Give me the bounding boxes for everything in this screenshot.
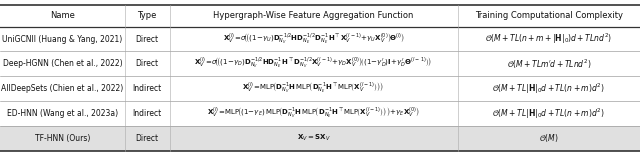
Text: $\mathbf{X}_{V}^{(l)}\!=\!\mathrm{MLP}\!\left(\mathbf{D}_{N_V}^{-1}\mathbf{H}\,\: $\mathbf{X}_{V}^{(l)}\!=\!\mathrm{MLP}\!… <box>243 81 385 96</box>
Text: Type: Type <box>138 11 157 20</box>
Text: Direct: Direct <box>136 35 159 44</box>
Bar <box>0 126 640 151</box>
Text: Name: Name <box>50 11 75 20</box>
Text: TF-HNN (Ours): TF-HNN (Ours) <box>35 134 90 143</box>
Text: $\mathcal{O}(M)$: $\mathcal{O}(M)$ <box>539 132 559 144</box>
Text: $\mathcal{O}(M + TL|\mathbf{H}|_0 d + TL(n+m)d^2)$: $\mathcal{O}(M + TL|\mathbf{H}|_0 d + TL… <box>492 81 605 96</box>
Text: $\mathbf{X}_{V}^{(l)}\!=\!\mathrm{MLP}\!\left((1\!-\!\gamma_E)\,\mathrm{MLP}\!\l: $\mathbf{X}_{V}^{(l)}\!=\!\mathrm{MLP}\!… <box>207 106 420 121</box>
Text: ED-HNN (Wang et al., 2023a): ED-HNN (Wang et al., 2023a) <box>7 109 118 118</box>
Text: $\mathbf{X}_{V}^{(l)}\!=\!\sigma\!\left(\!\left((1\!-\!\gamma_D)\mathbf{D}_{N_V}: $\mathbf{X}_{V}^{(l)}\!=\!\sigma\!\left(… <box>195 56 433 71</box>
Text: Deep-HGNN (Chen et al., 2022): Deep-HGNN (Chen et al., 2022) <box>3 59 122 68</box>
Text: $\mathcal{O}(M + TL(n+m+|\mathbf{H}|_0)d + TLnd^2)$: $\mathcal{O}(M + TL(n+m+|\mathbf{H}|_0)d… <box>485 32 612 46</box>
Text: Indirect: Indirect <box>132 109 162 118</box>
Text: Direct: Direct <box>136 134 159 143</box>
Text: $\mathcal{O}(M + TL|\mathbf{H}|_0 d + TL(n+m)d^2)$: $\mathcal{O}(M + TL|\mathbf{H}|_0 d + TL… <box>492 106 605 121</box>
Text: $\mathbf{X}_{V}^{(l)}\!=\!\sigma\!\left(\!\left((1\!-\!\gamma_U)\mathbf{D}_{N_V}: $\mathbf{X}_{V}^{(l)}\!=\!\sigma\!\left(… <box>223 32 404 47</box>
Text: AllDeepSets (Chien et al., 2022): AllDeepSets (Chien et al., 2022) <box>1 84 124 93</box>
Text: $\mathbf{X}_V = \mathbf{S}\mathbf{X}_V$: $\mathbf{X}_V = \mathbf{S}\mathbf{X}_V$ <box>297 133 330 143</box>
Text: Hypergraph-Wise Feature Aggregation Function: Hypergraph-Wise Feature Aggregation Func… <box>213 11 414 20</box>
Text: Direct: Direct <box>136 59 159 68</box>
Text: $\mathcal{O}(M + TLm'd + TLnd^2)$: $\mathcal{O}(M + TLm'd + TLnd^2)$ <box>507 57 591 71</box>
Text: Training Computational Complexity: Training Computational Complexity <box>475 11 623 20</box>
Text: Indirect: Indirect <box>132 84 162 93</box>
Text: UniGCNII (Huang & Yang, 2021): UniGCNII (Huang & Yang, 2021) <box>3 35 122 44</box>
